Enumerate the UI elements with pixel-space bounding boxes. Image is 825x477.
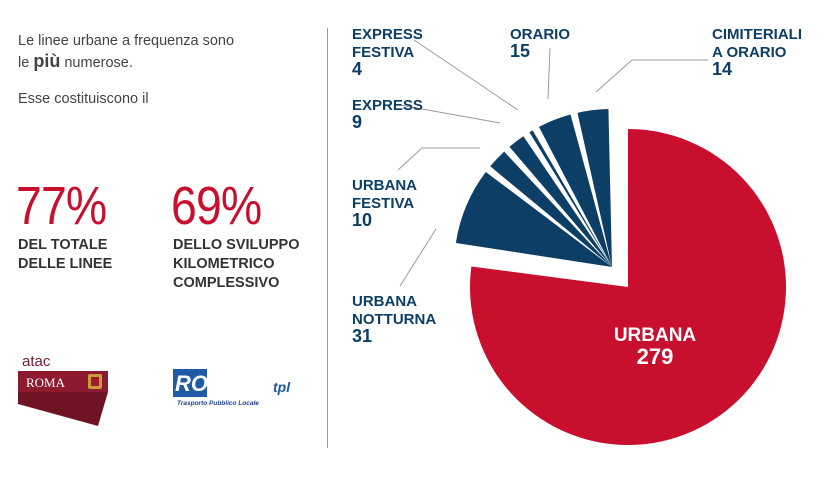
intro-line-2: le più numerose. <box>18 51 308 73</box>
atac-logo-band <box>18 371 108 392</box>
pie-slice-cimiteriali-a-orario <box>577 109 612 267</box>
intro-line-2-post: numerose. <box>60 55 133 71</box>
leader-line <box>595 59 708 93</box>
slice-value-label: 9 <box>352 112 362 132</box>
slice-name-label: A ORARIO <box>712 44 787 61</box>
stat-km-label-2: KILOMETRICO <box>173 256 275 272</box>
slice-name-label: CIMITERIALI <box>712 26 802 43</box>
intro-line-2-emphasis: più <box>33 51 61 71</box>
slice-name-label: EXPRESS <box>352 97 423 114</box>
atac-logo: atac ROMA <box>18 353 108 426</box>
stat-km-label-3: COMPLESSIVO <box>173 275 280 291</box>
stat-lines-label-2: DELLE LINEE <box>18 256 113 272</box>
slice-name-label: URBANA <box>352 177 417 194</box>
stat-km-label-1: DELLO SVILUPPO <box>173 237 300 253</box>
stat-lines-label: DEL TOTALE DELLE LINEE <box>18 236 112 274</box>
pie-slice-orario <box>538 114 612 267</box>
leader-line <box>399 104 501 124</box>
slice-value-label: 31 <box>352 326 372 346</box>
leader-line <box>413 39 519 111</box>
slice-name-label: FESTIVA <box>352 44 414 61</box>
pie-slice-urbana <box>470 129 787 446</box>
stat-km-percent: 69% <box>171 176 262 236</box>
pie-slice-urbana-festiva <box>490 151 612 267</box>
leader-line <box>399 228 437 287</box>
roma-tpl-logo-tag: Trasporto Pubblico Locale <box>177 400 259 407</box>
slice-value-label: 279 <box>637 344 674 369</box>
pie-slice-express <box>509 136 612 267</box>
intro-line-1: Le linee urbane a frequenza sono <box>18 33 235 49</box>
stat-lines-label-1: DEL TOTALE <box>18 237 108 253</box>
leader-line <box>547 47 551 100</box>
slice-name-label: NOTTURNA <box>352 311 436 328</box>
roma-tpl-logo-block <box>173 369 207 397</box>
atac-logo-word: atac <box>22 353 51 370</box>
slice-name-label: FESTIVA <box>352 195 414 212</box>
stat-lines-percent: 77% <box>16 176 107 236</box>
atac-logo-city: ROMA <box>26 375 66 390</box>
roma-tpl-logo-main: ROMA <box>175 371 242 396</box>
slice-value-label: 14 <box>712 59 732 79</box>
slice-name-label: ORARIO <box>510 26 570 43</box>
intro-line-2-pre: le <box>18 55 34 71</box>
slice-value-label: 4 <box>352 59 362 79</box>
pie-slice-urbana-notturna <box>455 171 612 267</box>
pie-slice-express-festiva <box>529 130 612 267</box>
intro-line-3: Esse costituiscono il <box>18 91 149 107</box>
vertical-divider <box>327 28 328 448</box>
roma-tpl-logo-sub: tpl <box>273 379 291 395</box>
roma-tpl-logo: ROMA tpl Trasporto Pubblico Locale <box>173 369 291 407</box>
slice-value-label: 15 <box>510 41 530 61</box>
atac-logo-ribbon <box>18 392 108 426</box>
intro-text: Le linee urbane a frequenza sono le più … <box>18 31 308 73</box>
slice-name-label: URBANA <box>614 325 697 346</box>
slice-value-label: 10 <box>352 210 372 230</box>
slice-name-label: EXPRESS <box>352 26 423 43</box>
slice-name-label: URBANA <box>352 293 417 310</box>
leader-line <box>397 147 480 171</box>
stat-km-label: DELLO SVILUPPO KILOMETRICO COMPLESSIVO <box>173 236 300 293</box>
